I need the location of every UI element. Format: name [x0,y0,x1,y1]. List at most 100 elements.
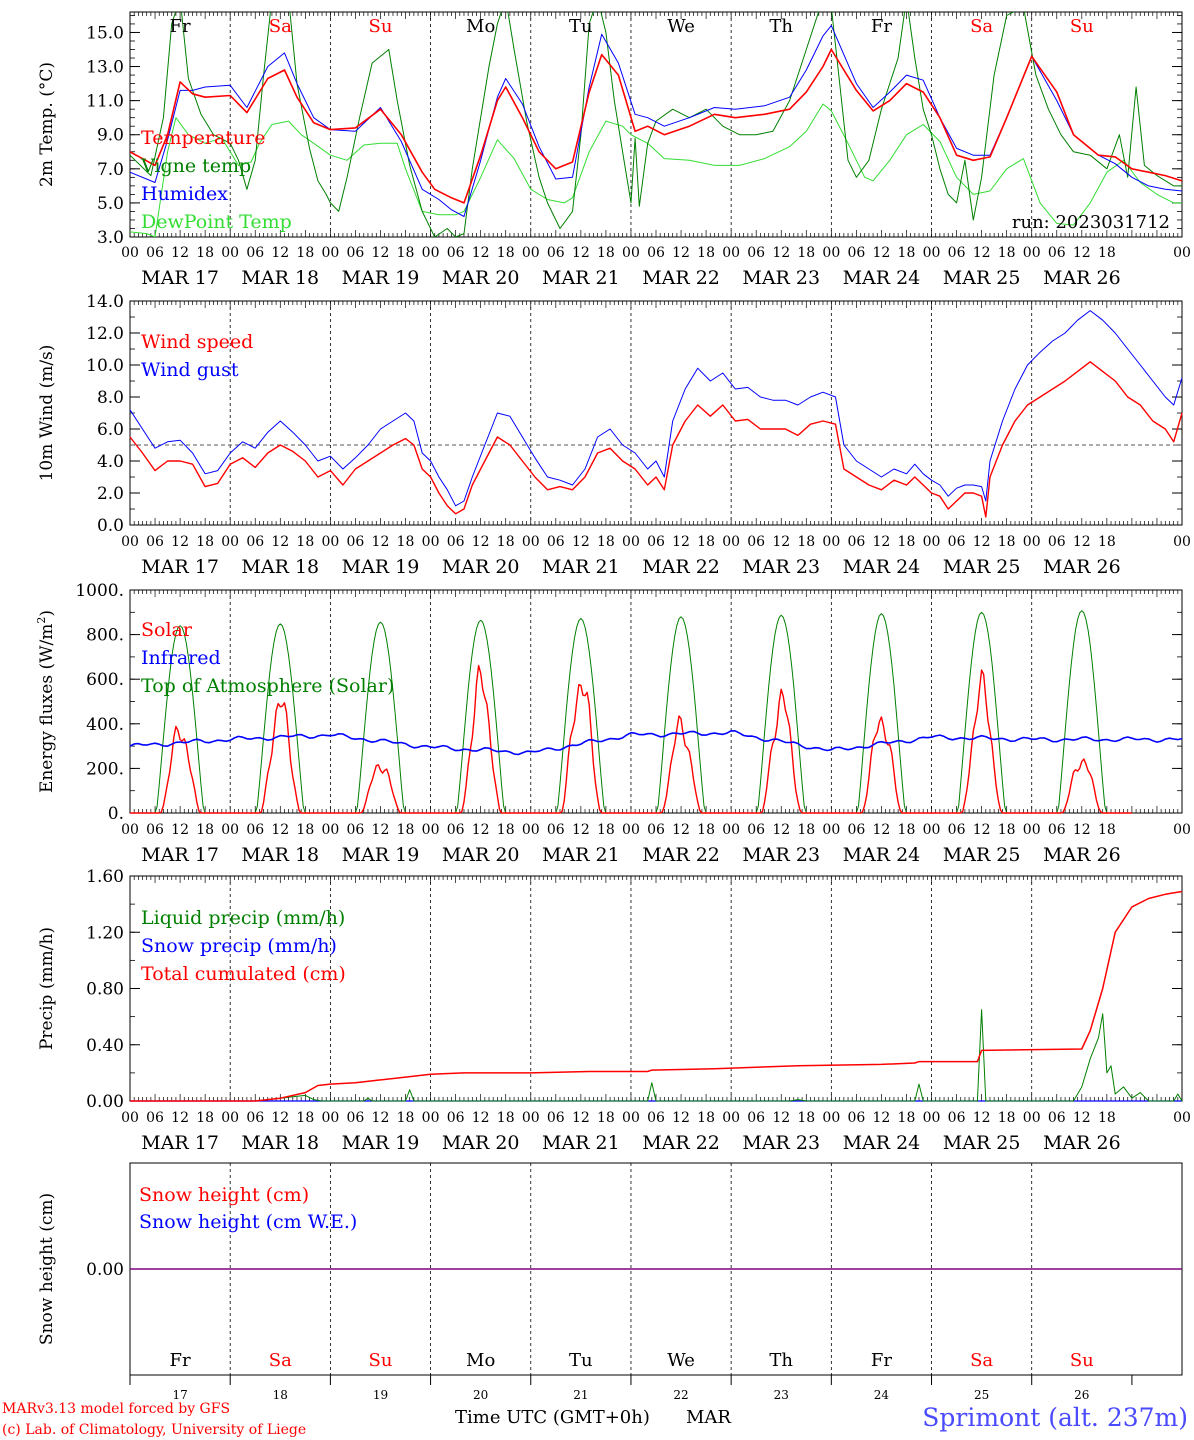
hour-label: 06 [246,245,264,261]
legend-total-cumulated-cm: Total cumulated (cm) [141,963,346,985]
hour-label: 06 [647,822,665,838]
panel-frame [129,11,1183,238]
hour-label: 12 [973,245,991,261]
day-of-week-label: Sa [970,16,993,37]
hour-label: 06 [547,534,565,550]
hour-label: 00 [221,1110,239,1126]
panel-1: 2m Temp. (°C) 3.0 5.0 7.0 9.0 11.0 13.0 15.0 Fr S… [37,11,1191,289]
hour-label: 00 [923,245,941,261]
hour-label: 18 [296,1110,314,1126]
hour-label: 00 [1173,245,1191,261]
hour-label: 00 [622,1110,640,1126]
model-credit: MARv3.13 model forced by GFS [2,1401,230,1417]
legend-temperature: Temperature [141,127,265,149]
series-group [130,12,1182,237]
date-label: MAR 26 [1043,556,1121,578]
hour-label: 12 [772,245,790,261]
day-number-label: 20 [473,1388,488,1402]
hour-label: 12 [472,245,490,261]
hour-label: 06 [547,1110,565,1126]
hour-label: 06 [747,1110,765,1126]
hour-label: 06 [547,822,565,838]
hour-label: 12 [973,1110,991,1126]
hour-label: 12 [873,245,891,261]
y-tick-label: 0.00 [86,1092,124,1112]
panel-4: Precip (mm/h) 0.00 0.40 0.80 1.20 1.60 Liquid … [37,867,1191,1154]
legend-snow-precip-mm-h: Snow precip (mm/h) [141,935,337,957]
hour-label: 18 [497,822,515,838]
footer: MARv3.13 model forced by GFS (c) Lab. of … [2,1401,1188,1438]
hour-label: 06 [447,822,465,838]
date-label: MAR 19 [342,556,420,578]
date-label: MAR 24 [843,556,921,578]
hour-label: 06 [246,1110,264,1126]
hour-label: 18 [1098,245,1116,261]
hour-label: 00 [121,1110,139,1126]
hour-label: 18 [898,1110,916,1126]
hour-label: 18 [898,822,916,838]
day-number-label: 21 [573,1388,588,1402]
hour-label: 12 [1073,534,1091,550]
hour-label: 00 [1173,534,1191,550]
hour-label: 06 [447,1110,465,1126]
day-of-week-label: Tu [569,16,593,37]
hour-label: 18 [597,1110,615,1126]
hour-label: 18 [998,534,1016,550]
y-axis-label: Precip (mm/h) [37,927,57,1050]
hour-label: 18 [597,822,615,838]
day-of-week-label: Fr [170,16,191,37]
day-of-week-label: Fr [170,1350,191,1371]
hour-label: 06 [747,822,765,838]
hour-label: 00 [422,534,440,550]
run-label: run: 2023031712 [1012,212,1170,233]
date-label: MAR 21 [542,844,620,866]
y-tick-label: 0.0 [97,516,124,536]
hour-label: 00 [321,534,339,550]
day-number-label: 25 [974,1388,989,1402]
hour-label: 12 [171,534,189,550]
hour-label: 06 [948,534,966,550]
date-label: MAR 21 [542,267,620,289]
legend-vigne-temp: Vigne temp [140,155,251,177]
hour-label: 12 [472,534,490,550]
hour-label: 06 [847,822,865,838]
hour-label: 00 [722,245,740,261]
hour-label: 00 [722,822,740,838]
y-tick-label: 200. [86,759,124,779]
hour-label: 00 [822,245,840,261]
date-label: MAR 22 [642,1132,720,1154]
hour-label: 06 [647,245,665,261]
date-label: MAR 23 [742,267,820,289]
hour-label: 12 [171,1110,189,1126]
legend-snow-height-cm-w-e: Snow height (cm W.E.) [139,1211,357,1233]
hour-label: 06 [146,1110,164,1126]
hour-label: 06 [447,245,465,261]
legend-liquid-precip-mm-h: Liquid precip (mm/h) [141,907,345,929]
hour-label: 18 [497,1110,515,1126]
date-label: MAR 26 [1043,267,1121,289]
day-of-week-label: We [667,16,695,37]
hour-label: 06 [847,534,865,550]
hour-label: 18 [998,1110,1016,1126]
hour-label: 18 [697,822,715,838]
hour-label: 00 [422,822,440,838]
date-label: MAR 23 [742,1132,820,1154]
hour-label: 18 [196,1110,214,1126]
hour-label: 00 [622,822,640,838]
y-tick-label: 12.0 [86,324,124,344]
legend-infrared: Infrared [141,647,221,669]
date-label: MAR 17 [141,844,219,866]
y-tick-label: 13.0 [86,58,124,78]
hour-label: 00 [622,534,640,550]
y-tick-label: 600. [86,670,124,690]
legend-wind-speed: Wind speed [141,331,253,353]
panel-frame [129,300,1183,526]
day-number-label: 18 [273,1388,288,1402]
hour-label: 06 [948,822,966,838]
y-axis-label-tail: ) [37,610,57,617]
hour-label: 18 [1098,1110,1116,1126]
hour-label: 18 [898,245,916,261]
y-tick-label: 11.0 [86,92,124,112]
hour-label: 12 [572,534,590,550]
date-label: MAR 22 [642,556,720,578]
